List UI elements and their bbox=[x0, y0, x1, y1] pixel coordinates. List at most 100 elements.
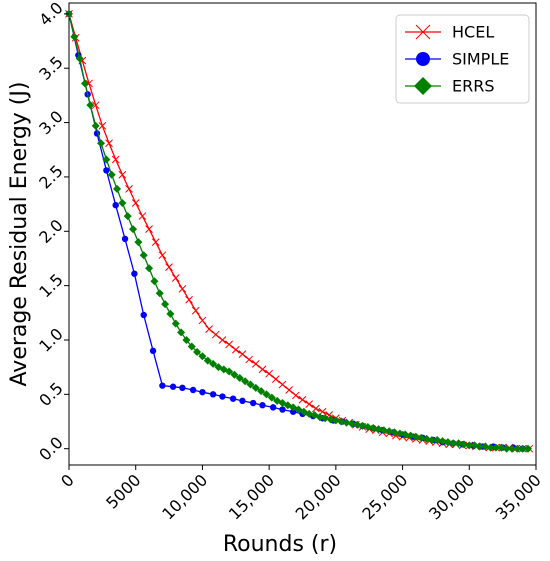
data-point-hcel bbox=[118, 170, 127, 179]
data-point-simple bbox=[189, 386, 197, 394]
data-point-errs bbox=[86, 101, 95, 110]
data-point-errs bbox=[454, 439, 463, 448]
data-point-hcel bbox=[305, 400, 314, 408]
data-point-hcel bbox=[245, 355, 253, 364]
data-point-hcel bbox=[138, 212, 147, 220]
data-point-errs bbox=[171, 319, 180, 328]
data-point-hcel bbox=[298, 395, 307, 404]
data-point-errs bbox=[102, 155, 111, 164]
data-point-errs bbox=[123, 212, 132, 221]
data-point-simple bbox=[279, 406, 286, 413]
data-point-hcel bbox=[191, 306, 200, 315]
data-point-hcel bbox=[258, 365, 267, 374]
data-point-hcel bbox=[225, 340, 233, 349]
x-axis-title: Rounds (r) bbox=[223, 532, 337, 557]
data-point-errs bbox=[134, 238, 143, 247]
legend-entry-hcel: HCEL bbox=[405, 23, 494, 42]
data-point-simple bbox=[112, 201, 119, 209]
data-point-errs bbox=[155, 289, 164, 298]
data-point-errs bbox=[518, 444, 527, 453]
data-point-errs bbox=[363, 422, 372, 431]
data-point-errs bbox=[385, 427, 394, 436]
data-point-errs bbox=[257, 387, 266, 396]
data-point-hcel bbox=[125, 185, 133, 193]
data-point-hcel bbox=[158, 251, 167, 260]
data-point-errs bbox=[139, 251, 148, 260]
data-point-simple bbox=[209, 391, 217, 398]
legend-marker bbox=[416, 52, 430, 66]
data-point-hcel bbox=[238, 350, 247, 358]
data-point-errs bbox=[70, 32, 79, 41]
data-point-hcel bbox=[105, 139, 113, 148]
data-point-errs bbox=[411, 432, 420, 441]
data-point-hcel bbox=[205, 325, 213, 333]
data-point-hcel bbox=[285, 386, 294, 394]
data-point-errs bbox=[198, 352, 207, 361]
data-point-errs bbox=[353, 420, 362, 429]
legend-entry-errs: ERRS bbox=[405, 77, 495, 96]
data-point-hcel bbox=[218, 336, 227, 344]
data-point-errs bbox=[81, 79, 90, 88]
data-point-simple bbox=[179, 384, 186, 392]
data-point-errs bbox=[262, 390, 271, 399]
data-point-simple bbox=[199, 388, 206, 396]
data-point-errs bbox=[470, 441, 479, 450]
x-tick-label: 20,000 bbox=[292, 470, 345, 523]
data-point-errs bbox=[433, 435, 442, 444]
data-point-hcel bbox=[91, 101, 100, 110]
data-point-errs bbox=[379, 426, 388, 435]
data-point-simple bbox=[259, 402, 266, 409]
series-errs bbox=[65, 9, 532, 453]
data-point-hcel bbox=[185, 295, 193, 304]
data-point-errs bbox=[145, 264, 154, 273]
data-point-errs bbox=[406, 431, 415, 440]
data-point-errs bbox=[75, 54, 84, 63]
data-point-hcel bbox=[291, 391, 300, 400]
legend-marker bbox=[414, 77, 432, 95]
data-point-errs bbox=[267, 393, 276, 402]
data-point-errs bbox=[203, 356, 212, 365]
data-point-errs bbox=[438, 437, 447, 446]
data-point-errs bbox=[182, 335, 191, 344]
data-point-hcel bbox=[198, 316, 207, 325]
data-point-errs bbox=[497, 443, 506, 452]
data-point-errs bbox=[97, 139, 106, 148]
data-point-errs bbox=[241, 377, 250, 386]
data-point-errs bbox=[251, 383, 260, 392]
x-tick-label: 25,000 bbox=[358, 470, 411, 523]
data-point-hcel bbox=[145, 225, 153, 233]
data-point-simple bbox=[249, 399, 257, 407]
data-point-simple bbox=[239, 397, 246, 405]
y-tick-label: 3.0 bbox=[35, 107, 66, 138]
data-point-errs bbox=[235, 374, 244, 383]
data-point-hcel bbox=[278, 380, 287, 389]
data-point-errs bbox=[427, 435, 436, 444]
data-point-errs bbox=[417, 433, 426, 442]
data-point-simple bbox=[269, 404, 277, 411]
data-point-errs bbox=[150, 277, 159, 286]
data-point-errs bbox=[107, 170, 116, 179]
data-point-hcel bbox=[151, 238, 160, 247]
y-tick-label: 3.5 bbox=[35, 53, 66, 84]
data-point-simple bbox=[169, 383, 177, 390]
data-point-hcel bbox=[231, 345, 240, 354]
data-point-simple bbox=[140, 311, 147, 319]
legend-marker bbox=[415, 24, 431, 40]
data-point-errs bbox=[422, 434, 431, 443]
data-point-simple bbox=[149, 347, 157, 355]
data-point-simple bbox=[131, 270, 138, 277]
data-point-errs bbox=[331, 416, 340, 425]
legend-label: ERRS bbox=[452, 77, 495, 96]
legend-box bbox=[395, 14, 530, 104]
data-point-errs bbox=[337, 417, 346, 426]
data-point-simple bbox=[121, 235, 129, 243]
series-layer bbox=[65, 9, 534, 453]
data-point-errs bbox=[225, 367, 234, 376]
data-point-hcel bbox=[165, 263, 173, 272]
x-tick-label: 35,000 bbox=[492, 470, 545, 523]
data-point-errs bbox=[315, 413, 324, 422]
data-point-hcel bbox=[98, 121, 107, 130]
legend: HCEL SIMPLE ERRS bbox=[395, 14, 530, 104]
data-point-simple bbox=[103, 167, 110, 174]
data-point-hcel bbox=[265, 369, 273, 378]
